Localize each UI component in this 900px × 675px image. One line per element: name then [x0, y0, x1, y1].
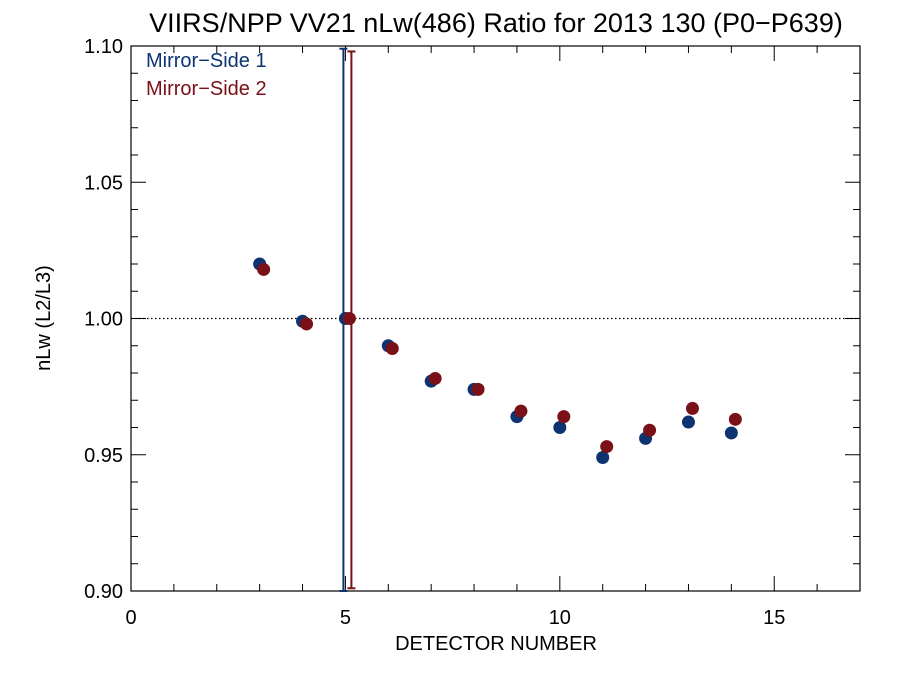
y-tick-label: 1.00 [84, 309, 123, 331]
point-series-2 [300, 317, 314, 331]
point-series-2 [514, 404, 528, 418]
legend-entry-mirror-side-1: Mirror−Side 1 [146, 50, 267, 72]
legend-entry-mirror-side-2: Mirror−Side 2 [146, 78, 267, 100]
point-series-2 [428, 371, 442, 385]
point-series-2 [385, 341, 399, 355]
chart-title: VIIRS/NPP VV21 nLw(486) Ratio for 2013 1… [149, 8, 843, 38]
point-series-2 [643, 423, 657, 437]
point-series-2 [342, 312, 356, 325]
point-series-1 [681, 415, 695, 429]
point-series-2 [728, 412, 742, 426]
point-series-2 [257, 262, 271, 276]
point-series-1 [553, 421, 567, 434]
point-series-2 [685, 401, 699, 415]
x-tick-label: 5 [340, 607, 351, 629]
y-tick-label: 1.10 [84, 36, 123, 58]
point-series-1 [724, 426, 738, 440]
x-axis-label: DETECTOR NUMBER [395, 633, 597, 655]
y-tick-label: 0.95 [84, 445, 123, 467]
x-tick-label: 10 [549, 607, 571, 629]
point-series-2 [600, 440, 614, 454]
y-tick-label: 1.05 [84, 172, 123, 194]
x-tick-label: 15 [763, 607, 785, 629]
y-axis-label: nLw (L2/L3) [33, 265, 55, 371]
point-series-2 [471, 382, 485, 396]
data-points [253, 257, 742, 464]
axis-ticks: 0 5 10 15 0.90 0.95 1.00 1.05 1.10 [84, 36, 860, 629]
point-series-1 [596, 450, 610, 464]
point-series-2 [557, 410, 571, 424]
y-tick-label: 0.90 [84, 581, 123, 603]
x-tick-label: 0 [125, 607, 136, 629]
